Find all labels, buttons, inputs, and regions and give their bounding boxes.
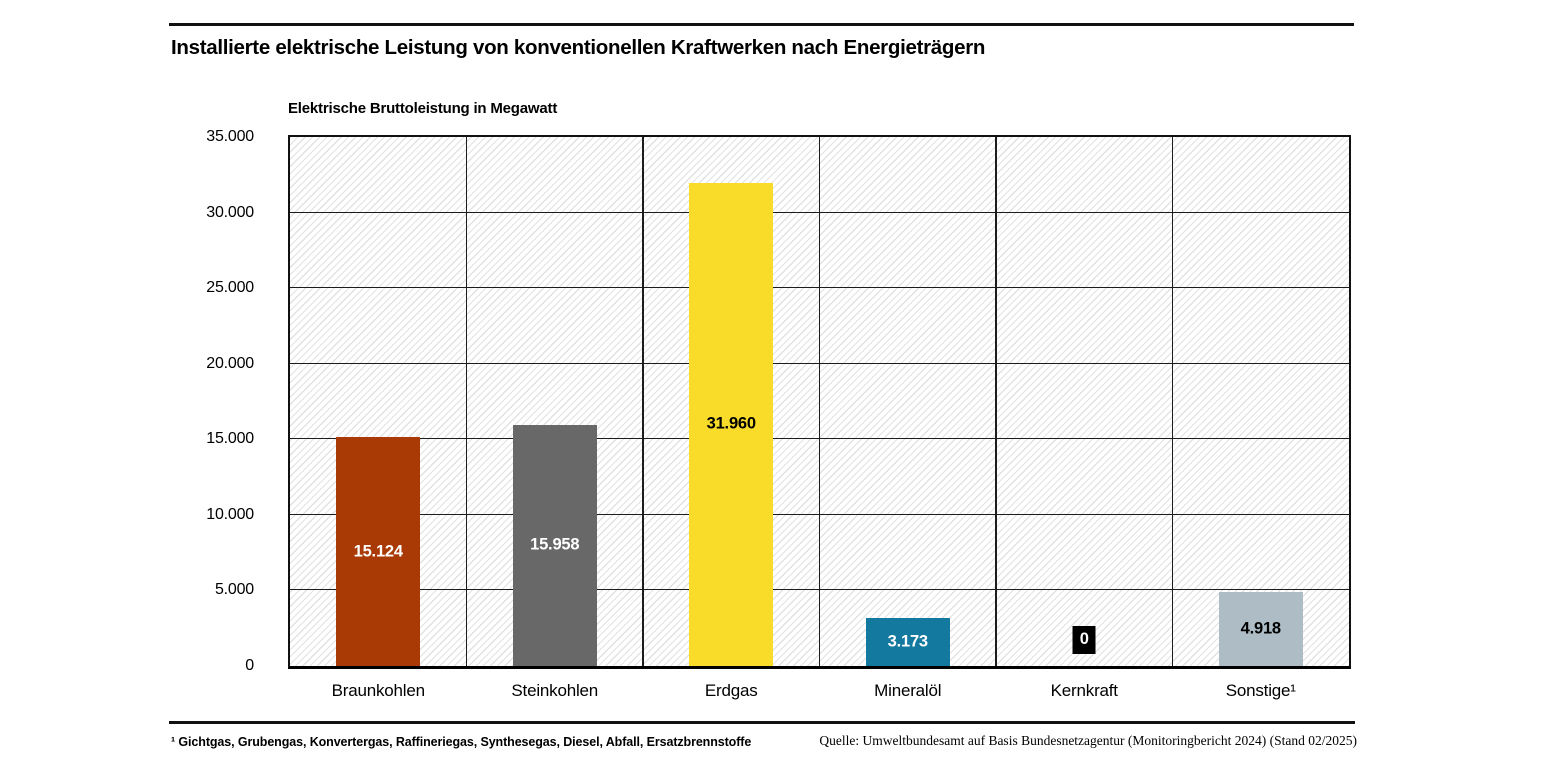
y-tick-label: 10.000 (206, 505, 254, 523)
bar-value-label-sonstige: 4.918 (1240, 619, 1281, 638)
y-axis-tick-labels: 0 5.000 10.000 15.000 20.000 25.000 30.000 35.0… (0, 129, 272, 674)
vertical-gridline (465, 137, 468, 666)
bar-mineralol (865, 618, 950, 666)
vertical-gridline (818, 137, 821, 666)
y-tick-label: 25.000 (206, 279, 254, 297)
bar-erdgas (689, 182, 774, 666)
y-axis-title: Elektrische Bruttoleistung in Megawatt (288, 100, 558, 117)
bar-value-label-steinkohlen: 15.958 (530, 535, 580, 554)
bar-value-label-braunkohlen: 15.124 (353, 542, 403, 561)
vertical-gridline (642, 137, 644, 666)
y-tick-label: 0 (245, 657, 254, 674)
x-category-label-braunkohlen: Braunkohlen (331, 681, 425, 700)
y-tick-label: 35.000 (206, 128, 254, 145)
bar-sonstige (1218, 591, 1303, 666)
footnote-text: ¹ Gichtgas, Grubengas, Konvertergas, Raf… (171, 735, 752, 749)
x-category-label-erdgas: Erdgas (704, 681, 758, 700)
x-category-label-sonstige: Sonstige¹ (1225, 681, 1296, 700)
bar-steinkohlen (512, 424, 597, 666)
vertical-gridline (995, 137, 997, 666)
bottom-divider (169, 721, 1355, 724)
bar-value-label-erdgas: 31.960 (706, 414, 756, 433)
x-category-label-mineralol: Mineralöl (874, 681, 942, 700)
x-axis-category-labels: Braunkohlen Steinkohlen Erdgas Mineralöl Ker… (290, 681, 1349, 707)
y-tick-label: 30.000 (206, 203, 254, 221)
y-tick-label: 5.000 (214, 581, 254, 599)
vertical-gridline (1171, 137, 1174, 666)
y-tick-label: 15.000 (206, 430, 254, 448)
top-divider (169, 23, 1354, 26)
bar-braunkohlen (336, 437, 421, 666)
x-category-label-steinkohlen: Steinkohlen (511, 681, 599, 700)
bar-value-label-mineralol: 3.173 (887, 632, 928, 651)
bar-value-label-kernkraft: 0 (1072, 626, 1096, 654)
source-text: Quelle: Umweltbundesamt auf Basis Bundes… (819, 733, 1357, 748)
y-tick-label: 20.000 (206, 354, 254, 372)
plot-area: 15.124 15.958 31.960 3.173 0 4.918 (288, 135, 1351, 669)
x-category-label-kernkraft: Kernkraft (1050, 681, 1118, 700)
chart-title: Installierte elektrische Leistung von ko… (171, 36, 986, 59)
